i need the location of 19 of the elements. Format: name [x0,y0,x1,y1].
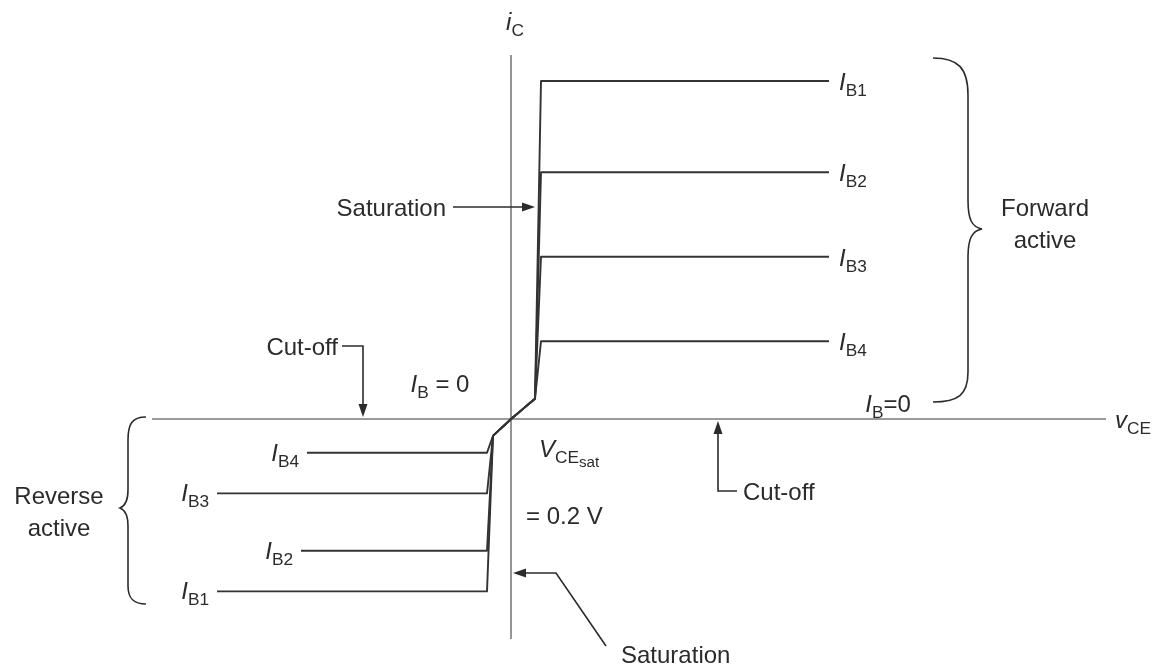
annotation: = 0.2 V [526,502,603,529]
series-label: I$_{B1}$ [181,577,209,610]
y-axis-title: i$_{C}$ [506,8,524,40]
text: Forward active [1000,194,1090,253]
annotation: I$_{B}$ = 0 [410,370,470,402]
annotation: Saturation [336,194,446,221]
series-label: I$_{B2}$ [265,536,293,569]
series-label: I$_{B4}$ [271,438,300,471]
text: Saturation [621,641,731,668]
annotation: Cut-off [266,333,339,360]
text: I$_{B2}$ [839,159,867,192]
text: v$_{CE}$ [1115,406,1151,438]
series-label: I$_{B3}$ [181,479,209,512]
text: I$_{B3}$ [839,243,867,276]
annotation: Cut-off [743,478,815,505]
text: I$_{B}$=0 [865,390,911,422]
text: Reverse active [14,482,104,541]
text: I$_{B4}$ [839,328,867,361]
text: I$_{B1}$ [839,68,867,100]
